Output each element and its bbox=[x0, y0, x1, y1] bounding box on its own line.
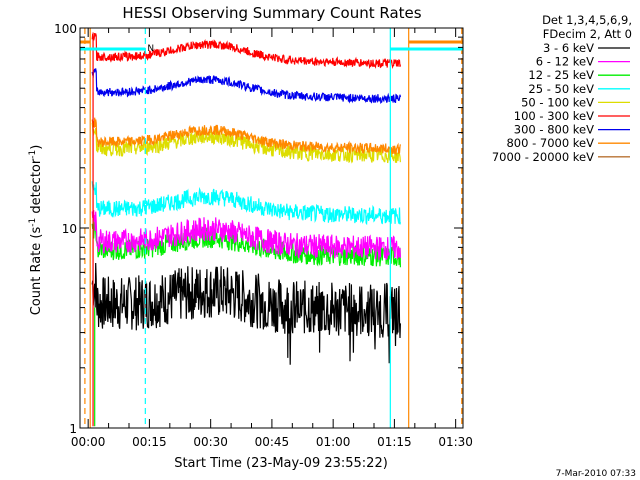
legend-label: 800 - 7000 keV bbox=[506, 136, 594, 150]
legend-label: 6 - 12 keV bbox=[536, 55, 594, 69]
x-tick-label: 01:15 bbox=[377, 435, 412, 449]
legend-label: 3 - 6 keV bbox=[543, 41, 594, 55]
x-tick-label: 01:30 bbox=[438, 435, 473, 449]
legend-label: 100 - 300 keV bbox=[514, 109, 594, 123]
legend-header: Det 1,3,4,5,6,9, bbox=[542, 13, 632, 27]
chart-title: HESSI Observing Summary Count Rates bbox=[122, 4, 421, 22]
legend-label: 300 - 800 keV bbox=[514, 123, 594, 137]
series-line bbox=[91, 117, 401, 157]
y-axis-label-exp1: -1 bbox=[28, 218, 38, 227]
y-tick-label: 1 bbox=[69, 422, 77, 436]
legend: Det 1,3,4,5,6,9,FDecim 2, Att 03 - 6 keV… bbox=[492, 13, 632, 164]
y-tick-label: 100 bbox=[54, 22, 77, 36]
y-axis-label: Count Rate (s-1 detector-1) bbox=[28, 145, 44, 316]
x-tick-label: 00:15 bbox=[132, 435, 167, 449]
legend-label: 7000 - 20000 keV bbox=[492, 150, 594, 164]
x-tick-label: 01:00 bbox=[316, 435, 351, 449]
legend-label: 50 - 100 keV bbox=[521, 95, 594, 109]
x-axis-label: Start Time (23-May-09 23:55:22) bbox=[174, 456, 388, 471]
x-tick-label: 00:30 bbox=[193, 435, 228, 449]
legend-label: 12 - 25 keV bbox=[528, 68, 594, 82]
footer-date: 7-Mar-2010 07:33 bbox=[556, 469, 636, 479]
series-line bbox=[91, 209, 401, 261]
legend-label: 25 - 50 keV bbox=[528, 82, 594, 96]
x-tick-label: 00:00 bbox=[71, 435, 106, 449]
y-axis-label-mid: detector bbox=[29, 158, 44, 218]
legend-header: FDecim 2, Att 0 bbox=[543, 27, 632, 41]
series-line bbox=[91, 262, 401, 365]
y-axis-label-main: Count Rate (s bbox=[29, 227, 44, 316]
y-axis-label-exp2: -1 bbox=[28, 150, 38, 159]
y-axis-label-end: ) bbox=[29, 145, 44, 150]
y-tick-label: 10 bbox=[62, 222, 77, 236]
x-tick-label: 00:45 bbox=[255, 435, 290, 449]
series-line bbox=[91, 181, 401, 226]
series-line bbox=[91, 68, 401, 105]
series-line bbox=[91, 33, 401, 70]
axis-ticks: 1 10 100 00:00 00:15 00:30 00:45 01:00 01:15 01:3… bbox=[54, 22, 473, 449]
series-line bbox=[91, 122, 401, 164]
annotation-label: N bbox=[147, 44, 154, 54]
